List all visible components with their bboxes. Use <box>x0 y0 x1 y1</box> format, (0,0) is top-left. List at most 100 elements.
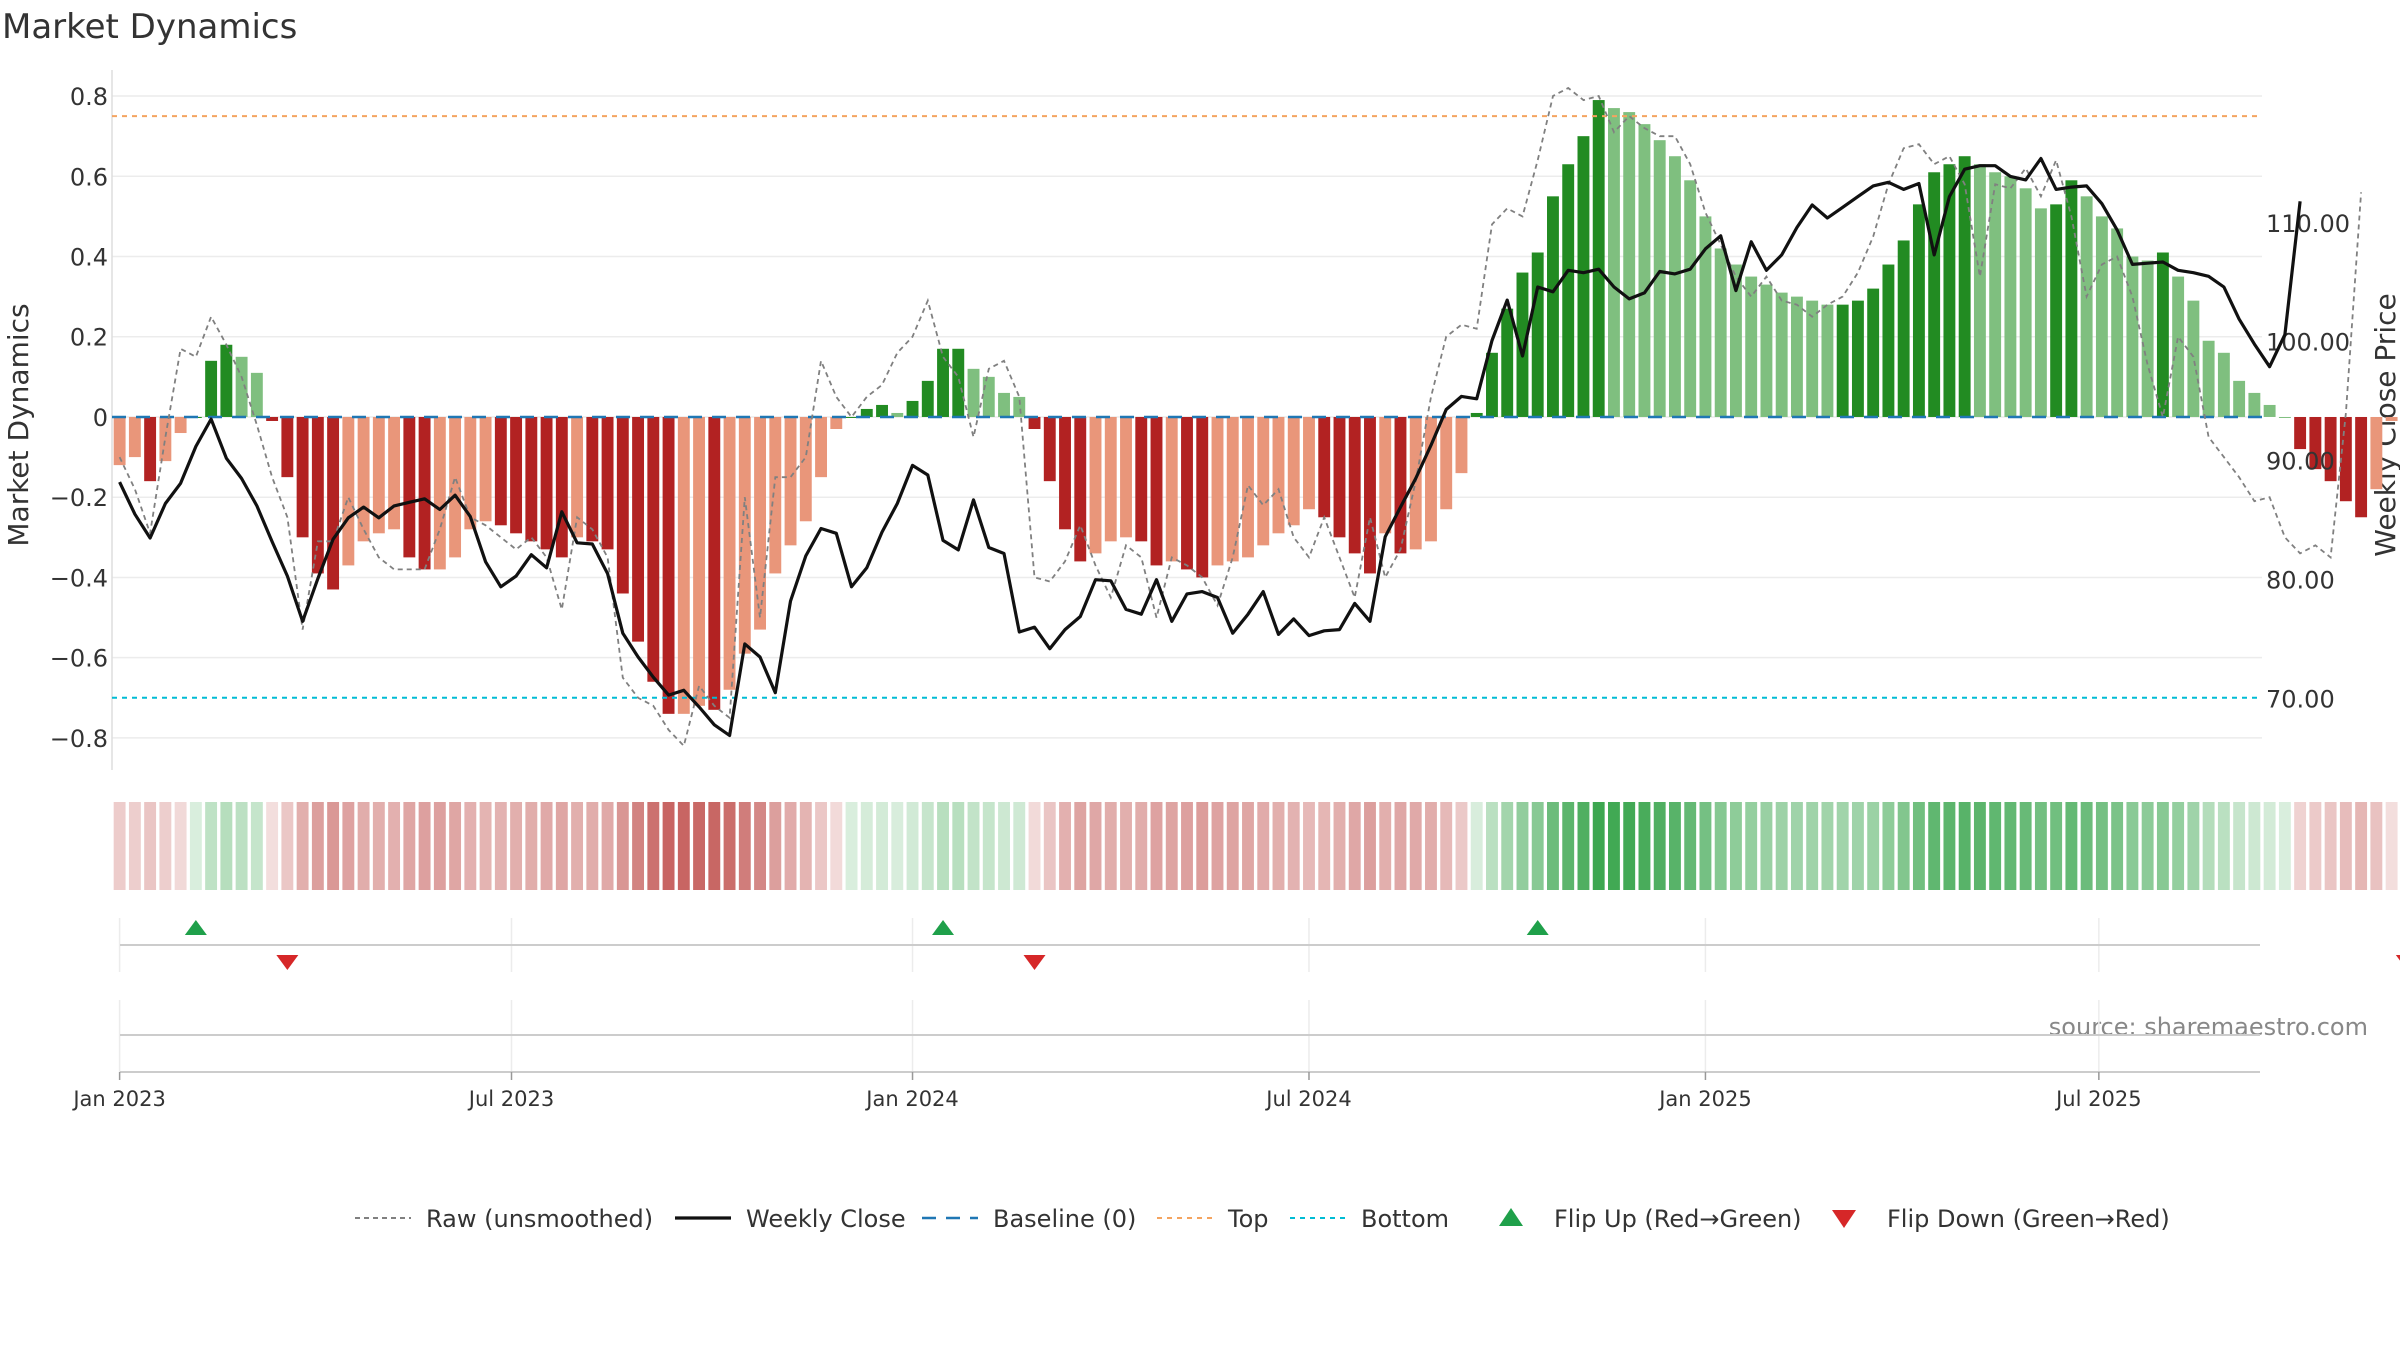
dynamics-bar <box>1729 264 1742 417</box>
heat-strip-cell <box>784 802 797 890</box>
heat-strip-cell <box>815 802 827 890</box>
heat-strip-cell <box>1943 802 1956 890</box>
heat-strip-cell <box>174 802 187 890</box>
dynamics-bar <box>2111 228 2124 417</box>
dynamics-bar <box>738 416 751 654</box>
heat-strip-cell <box>2065 802 2078 890</box>
dynamics-bar <box>632 416 645 642</box>
heat-strip-cell <box>1714 802 1727 890</box>
dynamics-bar <box>1409 416 1422 550</box>
heat-strip-cell <box>220 802 233 890</box>
dynamics-bar <box>1912 204 1925 417</box>
dynamics-bar <box>174 416 187 434</box>
heat-strip-cell <box>1531 802 1544 890</box>
heat-strip-cell <box>2324 802 2337 890</box>
heat-strip-cell <box>1013 802 1026 890</box>
heat-strip-cell <box>281 802 294 890</box>
heat-strip-cell <box>1470 802 1483 890</box>
heat-strip-cell <box>1379 802 1392 890</box>
dynamics-bar <box>967 368 980 417</box>
dynamics-bar <box>281 416 294 478</box>
heat-strip-cell <box>982 802 995 890</box>
dynamics-bar <box>784 416 797 546</box>
flip-down-marker <box>2395 955 2400 961</box>
dynamics-bar <box>1699 216 1712 417</box>
heat-strip-cell <box>1348 802 1361 890</box>
heat-strip-cell <box>1851 802 1864 890</box>
dynamics-bar <box>1303 416 1315 510</box>
heat-strip-cell <box>2355 802 2368 890</box>
dynamics-bar <box>1760 284 1773 417</box>
heat-strip-cell <box>1989 802 2002 890</box>
heat-strip-cell <box>2050 802 2063 890</box>
heat-strip-cell <box>754 802 766 890</box>
dynamics-bar <box>1013 396 1026 417</box>
heat-strip-cell <box>449 802 462 890</box>
dynamics-bar <box>1425 416 1437 542</box>
dynamics-bar <box>2294 416 2307 450</box>
dynamics-bar <box>1059 416 1071 530</box>
left-tick-label: 0.2 <box>70 324 108 352</box>
dynamics-bar <box>2278 416 2291 418</box>
dynamics-bar <box>998 392 1010 417</box>
heat-strip-cell <box>327 802 340 890</box>
heat-strip-cell <box>1516 802 1529 890</box>
heat-strip-cell <box>1089 802 1102 890</box>
heat-strip-cell <box>1821 802 1834 890</box>
heat-strip-cell <box>876 802 888 890</box>
dynamics-bar <box>372 416 385 534</box>
heat-strip-cell <box>1592 802 1605 890</box>
heat-strip-cell <box>1059 802 1071 890</box>
heat-strip-cell <box>1486 802 1498 890</box>
dynamics-bar <box>555 416 568 558</box>
heat-strip-cell <box>1409 802 1422 890</box>
dynamics-bar <box>1211 416 1224 566</box>
dynamics-bar <box>708 416 721 710</box>
right-tick-label: 90.00 <box>2266 448 2335 476</box>
heat-strip-cell <box>952 802 965 890</box>
heat-strip-cell <box>845 802 858 890</box>
dynamics-bar <box>1653 140 1666 417</box>
right-tick-label: 70.00 <box>2266 686 2335 714</box>
heat-strip-cell <box>1074 802 1087 890</box>
heat-strip-cell <box>1425 802 1437 890</box>
dynamics-bar <box>952 348 965 417</box>
left-tick-label: −0.4 <box>50 564 108 592</box>
dynamics-bar <box>906 400 919 417</box>
dynamics-bar <box>2034 208 2047 417</box>
heat-strip-cell <box>128 802 141 890</box>
heat-strip-cell <box>662 802 675 890</box>
dynamics-bar <box>601 416 614 550</box>
flip-up-marker <box>1526 920 1549 935</box>
heat-strip-cell <box>586 802 599 890</box>
dynamics-bar <box>723 416 736 690</box>
heat-strip-cell <box>723 802 736 890</box>
heat-strip-cell <box>967 802 980 890</box>
dynamics-bar <box>830 416 843 430</box>
heat-strip-cell <box>1912 802 1925 890</box>
left-axis-label: Market Dynamics <box>2 303 35 546</box>
dynamics-bar <box>433 416 446 570</box>
chart-title: Market Dynamics <box>2 7 297 47</box>
dynamics-bar <box>1851 300 1864 417</box>
dynamics-bar <box>1043 416 1056 482</box>
dynamics-bar <box>357 416 370 542</box>
left-tick-label: −0.6 <box>50 645 108 673</box>
dynamics-bar <box>2217 352 2230 417</box>
dynamics-bar <box>616 416 629 594</box>
legend-label: Bottom <box>1361 1205 1449 1233</box>
dynamics-bar <box>1104 416 1117 542</box>
heat-strip-cell <box>647 802 660 890</box>
heat-strip-cell <box>830 802 843 890</box>
dynamics-bar <box>403 416 416 558</box>
x-tick-label: Jan 2024 <box>864 1087 959 1111</box>
dynamics-bar <box>1440 416 1453 510</box>
dynamics-bar <box>250 372 263 417</box>
heat-strip-cell <box>1867 802 1880 890</box>
heat-strip-cell <box>159 802 172 890</box>
legend-label: Flip Down (Green→Red) <box>1887 1205 2170 1233</box>
dynamics-bar <box>1287 416 1300 526</box>
heat-strip-cell <box>1684 802 1697 890</box>
dynamics-bar <box>937 348 949 417</box>
